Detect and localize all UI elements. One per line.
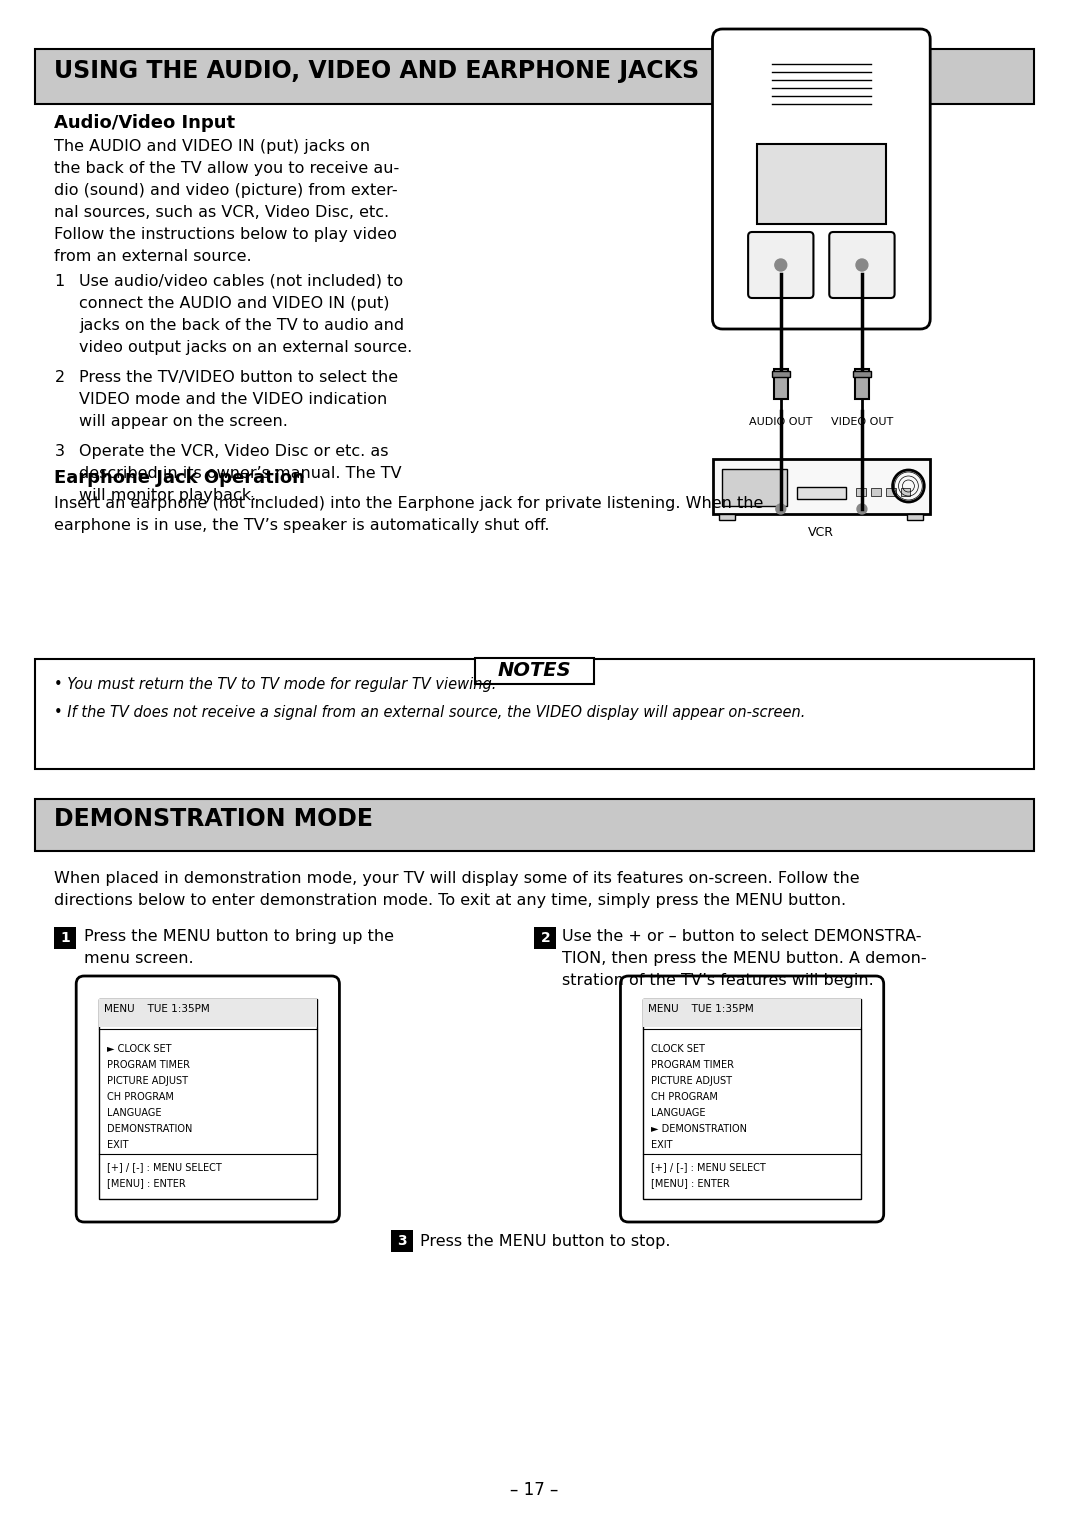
FancyBboxPatch shape — [77, 976, 339, 1222]
FancyBboxPatch shape — [829, 232, 894, 298]
Text: PICTURE ADJUST: PICTURE ADJUST — [651, 1076, 732, 1086]
Text: 3: 3 — [397, 1234, 406, 1248]
Text: CH PROGRAM: CH PROGRAM — [107, 1092, 174, 1102]
Text: from an external source.: from an external source. — [54, 249, 252, 265]
Text: MENU    TUE 1:35PM: MENU TUE 1:35PM — [104, 1005, 210, 1014]
Text: jacks on the back of the TV to audio and: jacks on the back of the TV to audio and — [79, 318, 404, 333]
Text: The AUDIO and VIDEO IN (put) jacks on: The AUDIO and VIDEO IN (put) jacks on — [54, 139, 370, 154]
FancyBboxPatch shape — [35, 659, 1035, 769]
FancyBboxPatch shape — [621, 976, 883, 1222]
Text: Insert an earphone (not included) into the Earphone jack for private listening. : Insert an earphone (not included) into t… — [54, 495, 764, 511]
Text: • If the TV does not receive a signal from an external source, the VIDEO display: • If the TV does not receive a signal fr… — [54, 705, 806, 720]
Bar — [856, 488, 866, 495]
Text: • You must return the TV to TV mode for regular TV viewing.: • You must return the TV to TV mode for … — [54, 677, 497, 693]
FancyBboxPatch shape — [35, 49, 1035, 104]
Text: Earphone Jack Operation: Earphone Jack Operation — [54, 469, 306, 488]
Text: Use audio/video cables (not included) to: Use audio/video cables (not included) to — [79, 274, 403, 289]
Text: DEMONSTRATION MODE: DEMONSTRATION MODE — [54, 807, 374, 830]
Text: VIDEO OUT: VIDEO OUT — [831, 417, 893, 427]
Bar — [757, 144, 886, 225]
Circle shape — [856, 258, 868, 271]
Text: 1: 1 — [60, 931, 70, 945]
Text: will monitor playback.: will monitor playback. — [79, 488, 256, 503]
FancyBboxPatch shape — [713, 29, 930, 329]
Bar — [797, 488, 846, 498]
Bar — [719, 514, 735, 520]
Circle shape — [774, 258, 786, 271]
Text: menu screen.: menu screen. — [84, 951, 193, 966]
Bar — [901, 488, 910, 495]
Text: EXIT: EXIT — [107, 1141, 129, 1150]
FancyBboxPatch shape — [748, 232, 813, 298]
Text: 2: 2 — [540, 931, 550, 945]
Text: Press the MENU button to stop.: Press the MENU button to stop. — [420, 1234, 670, 1249]
Text: [+] / [-] : MENU SELECT: [+] / [-] : MENU SELECT — [107, 1162, 221, 1173]
Text: LANGUAGE: LANGUAGE — [107, 1109, 161, 1118]
Text: directions below to enter demonstration mode. To exit at any time, simply press : directions below to enter demonstration … — [54, 893, 847, 908]
Bar — [870, 488, 880, 495]
Text: When placed in demonstration mode, your TV will display some of its features on-: When placed in demonstration mode, your … — [54, 872, 860, 885]
Text: 3: 3 — [54, 443, 65, 459]
Text: PICTURE ADJUST: PICTURE ADJUST — [107, 1076, 188, 1086]
Text: EXIT: EXIT — [651, 1141, 673, 1150]
Text: nal sources, such as VCR, Video Disc, etc.: nal sources, such as VCR, Video Disc, et… — [54, 205, 390, 220]
Text: ► DEMONSTRATION: ► DEMONSTRATION — [651, 1124, 747, 1135]
Text: [MENU] : ENTER: [MENU] : ENTER — [107, 1177, 186, 1188]
FancyBboxPatch shape — [99, 998, 316, 1199]
Bar — [772, 372, 789, 378]
Text: PROGRAM TIMER: PROGRAM TIMER — [107, 1060, 190, 1070]
Text: will appear on the screen.: will appear on the screen. — [79, 414, 288, 430]
Text: CH PROGRAM: CH PROGRAM — [651, 1092, 718, 1102]
Text: Follow the instructions below to play video: Follow the instructions below to play vi… — [54, 226, 397, 242]
Text: stration of the TV’s features will begin.: stration of the TV’s features will begin… — [562, 972, 874, 988]
Text: described in its owner’s manual. The TV: described in its owner’s manual. The TV — [79, 466, 402, 482]
Text: CLOCK SET: CLOCK SET — [651, 1044, 705, 1053]
Text: – 17 –: – 17 – — [510, 1482, 558, 1498]
Text: 2: 2 — [54, 370, 65, 385]
Text: TION, then press the MENU button. A demon-: TION, then press the MENU button. A demo… — [562, 951, 927, 966]
Text: 1: 1 — [54, 274, 65, 289]
Text: VIDEO mode and the VIDEO indication: VIDEO mode and the VIDEO indication — [79, 391, 388, 407]
Text: dio (sound) and video (picture) from exter-: dio (sound) and video (picture) from ext… — [54, 183, 399, 197]
Bar — [723, 469, 786, 506]
Text: Press the MENU button to bring up the: Press the MENU button to bring up the — [84, 930, 394, 943]
FancyBboxPatch shape — [35, 800, 1035, 852]
FancyBboxPatch shape — [54, 927, 77, 950]
Text: [+] / [-] : MENU SELECT: [+] / [-] : MENU SELECT — [651, 1162, 766, 1173]
Text: ► CLOCK SET: ► CLOCK SET — [107, 1044, 172, 1053]
Bar — [713, 459, 930, 514]
Bar — [907, 514, 923, 520]
Text: earphone is in use, the TV’s speaker is automatically shut off.: earphone is in use, the TV’s speaker is … — [54, 518, 550, 534]
Bar — [855, 368, 868, 399]
Circle shape — [775, 505, 786, 514]
Bar — [886, 488, 895, 495]
Text: MENU    TUE 1:35PM: MENU TUE 1:35PM — [648, 1005, 754, 1014]
Text: [MENU] : ENTER: [MENU] : ENTER — [651, 1177, 730, 1188]
Text: VCR: VCR — [808, 526, 835, 540]
Bar — [99, 998, 316, 1027]
Text: DEMONSTRATION: DEMONSTRATION — [107, 1124, 192, 1135]
Text: NOTES: NOTES — [498, 661, 571, 680]
Text: video output jacks on an external source.: video output jacks on an external source… — [79, 339, 413, 355]
FancyBboxPatch shape — [644, 998, 861, 1199]
Text: PROGRAM TIMER: PROGRAM TIMER — [651, 1060, 734, 1070]
Text: Use the + or – button to select DEMONSTRA-: Use the + or – button to select DEMONSTR… — [562, 930, 921, 943]
Text: AUDIO OUT: AUDIO OUT — [750, 417, 812, 427]
Text: USING THE AUDIO, VIDEO AND EARPHONE JACKS: USING THE AUDIO, VIDEO AND EARPHONE JACK… — [54, 60, 700, 83]
FancyBboxPatch shape — [535, 927, 556, 950]
FancyBboxPatch shape — [475, 657, 594, 683]
Text: Press the TV/VIDEO button to select the: Press the TV/VIDEO button to select the — [79, 370, 399, 385]
Text: connect the AUDIO and VIDEO IN (put): connect the AUDIO and VIDEO IN (put) — [79, 297, 390, 310]
Text: LANGUAGE: LANGUAGE — [651, 1109, 705, 1118]
Text: Operate the VCR, Video Disc or etc. as: Operate the VCR, Video Disc or etc. as — [79, 443, 389, 459]
Bar — [774, 368, 787, 399]
Circle shape — [856, 505, 867, 514]
Bar — [644, 998, 861, 1027]
Text: Audio/Video Input: Audio/Video Input — [54, 115, 235, 131]
Text: the back of the TV allow you to receive au-: the back of the TV allow you to receive … — [54, 161, 400, 176]
Bar — [853, 372, 870, 378]
FancyBboxPatch shape — [391, 1229, 413, 1252]
